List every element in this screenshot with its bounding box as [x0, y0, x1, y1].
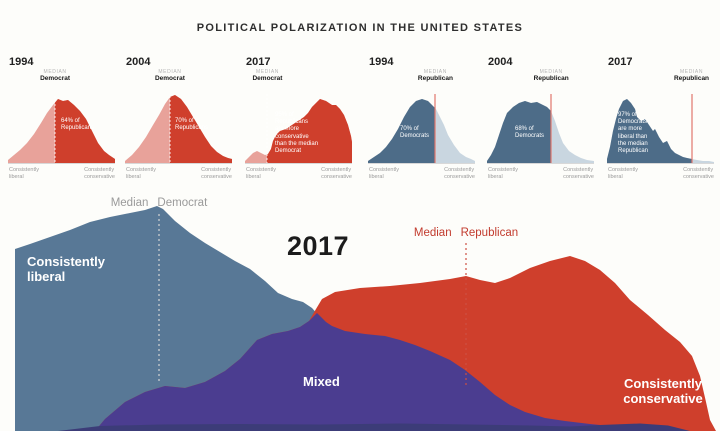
median-republican-label: MEDIAN Republican: [674, 69, 709, 82]
median-republican-label: MEDIAN Republican: [534, 69, 569, 82]
distribution-plot: [8, 96, 115, 164]
median-democrat-label: MEDIAN Democrat: [40, 69, 70, 82]
big-year-label: 2017: [287, 231, 350, 261]
median-republican-label: Median Republican: [414, 227, 518, 239]
region-label-consistently-conservative: Consistently conservative: [623, 376, 703, 406]
median-kicker: MEDIAN: [539, 69, 563, 75]
distribution-plot: [487, 94, 594, 164]
stat-annotation: 70% of Democrats: [400, 126, 430, 140]
small-chart-2017-democrats: 2017 MEDIAN Republican 97% of Democrats …: [607, 56, 714, 188]
bottom-band-area: [58, 423, 690, 431]
stat-annotation: 64% of Republicans: [61, 118, 95, 132]
median-republican-label: MEDIAN Republican: [418, 69, 453, 82]
median-democrat-word1: Median: [110, 197, 149, 209]
year-label: 1994: [9, 56, 34, 68]
stat-annotation: 68% of Democrats: [515, 126, 545, 140]
distribution-plot: [245, 94, 352, 164]
median-democrat-word2: Democrat: [157, 197, 208, 209]
year-label: 2017: [246, 56, 271, 68]
stat-annotation: 97% of Democrats are more liberal than t…: [618, 112, 649, 154]
median-name: Democrat: [154, 75, 185, 82]
median-republican-word1: Median: [413, 227, 452, 239]
axis-label-right: Consistently conservative: [84, 167, 115, 180]
axis-label-right: Consistently conservative: [683, 167, 714, 180]
axis-label-left: Consistently liberal: [126, 167, 156, 180]
stat-annotation: 70% of Republicans: [175, 118, 209, 132]
year-label: 1994: [369, 56, 394, 68]
median-name: Republican: [673, 75, 710, 82]
year-label: 2017: [608, 56, 633, 68]
axis-label-left: Consistently liberal: [488, 167, 518, 180]
small-chart-2004-democrats: 2004 MEDIAN Republican 68% of Democrats …: [487, 56, 594, 188]
page-title: POLITICAL POLARIZATION IN THE UNITED STA…: [196, 22, 524, 34]
region-label-mixed: Mixed: [303, 374, 340, 389]
axis-label-left: Consistently liberal: [246, 167, 276, 180]
median-democrat-label: MEDIAN Democrat: [252, 69, 282, 82]
distribution-plot: [125, 95, 232, 164]
median-kicker: MEDIAN: [43, 69, 67, 75]
democrats-area: [15, 206, 668, 431]
median-democrat-label: MEDIAN Democrat: [155, 69, 185, 82]
small-chart-1994-democrats: 1994 MEDIAN Republican 70% of Democrats …: [368, 56, 475, 188]
axis-label-right: Consistently conservative: [563, 167, 594, 180]
axis-label-left: Consistently liberal: [608, 167, 638, 180]
median-name: Democrat: [252, 75, 283, 82]
small-chart-1994-republicans: 1994 MEDIAN Democrat 64% of Republicans …: [8, 56, 115, 188]
stat-annotation: 95% of Republicans are more conservative…: [275, 112, 319, 154]
small-chart-2017-republicans: 2017 MEDIAN Democrat 95% of Republicans …: [245, 56, 352, 188]
small-chart-2004-republicans: 2004 MEDIAN Democrat 70% of Republicans …: [125, 56, 232, 188]
median-name: Republican: [533, 75, 569, 82]
median-kicker: MEDIAN: [158, 69, 182, 75]
median-kicker: MEDIAN: [423, 69, 447, 75]
median-kicker: MEDIAN: [679, 69, 704, 75]
axis-label-left: Consistently liberal: [9, 167, 39, 180]
distribution-plot: [368, 94, 475, 164]
distribution-plot: [607, 94, 714, 164]
median-republican-word2: Republican: [460, 227, 519, 239]
median-name: Democrat: [40, 75, 71, 82]
mixed-overlap-area: [95, 313, 668, 431]
median-name: Republican: [417, 75, 453, 82]
axis-label-right: Consistently conservative: [444, 167, 475, 180]
axis-label-left: Consistently liberal: [369, 167, 399, 180]
median-democrat-label: Median Democrat: [111, 197, 208, 209]
axis-label-right: Consistently conservative: [321, 167, 352, 180]
year-label: 2004: [488, 56, 513, 68]
region-label-consistently-liberal: Consistently liberal: [27, 254, 106, 284]
axis-label-right: Consistently conservative: [201, 167, 232, 180]
median-kicker: MEDIAN: [255, 69, 279, 75]
year-label: 2004: [126, 56, 151, 68]
